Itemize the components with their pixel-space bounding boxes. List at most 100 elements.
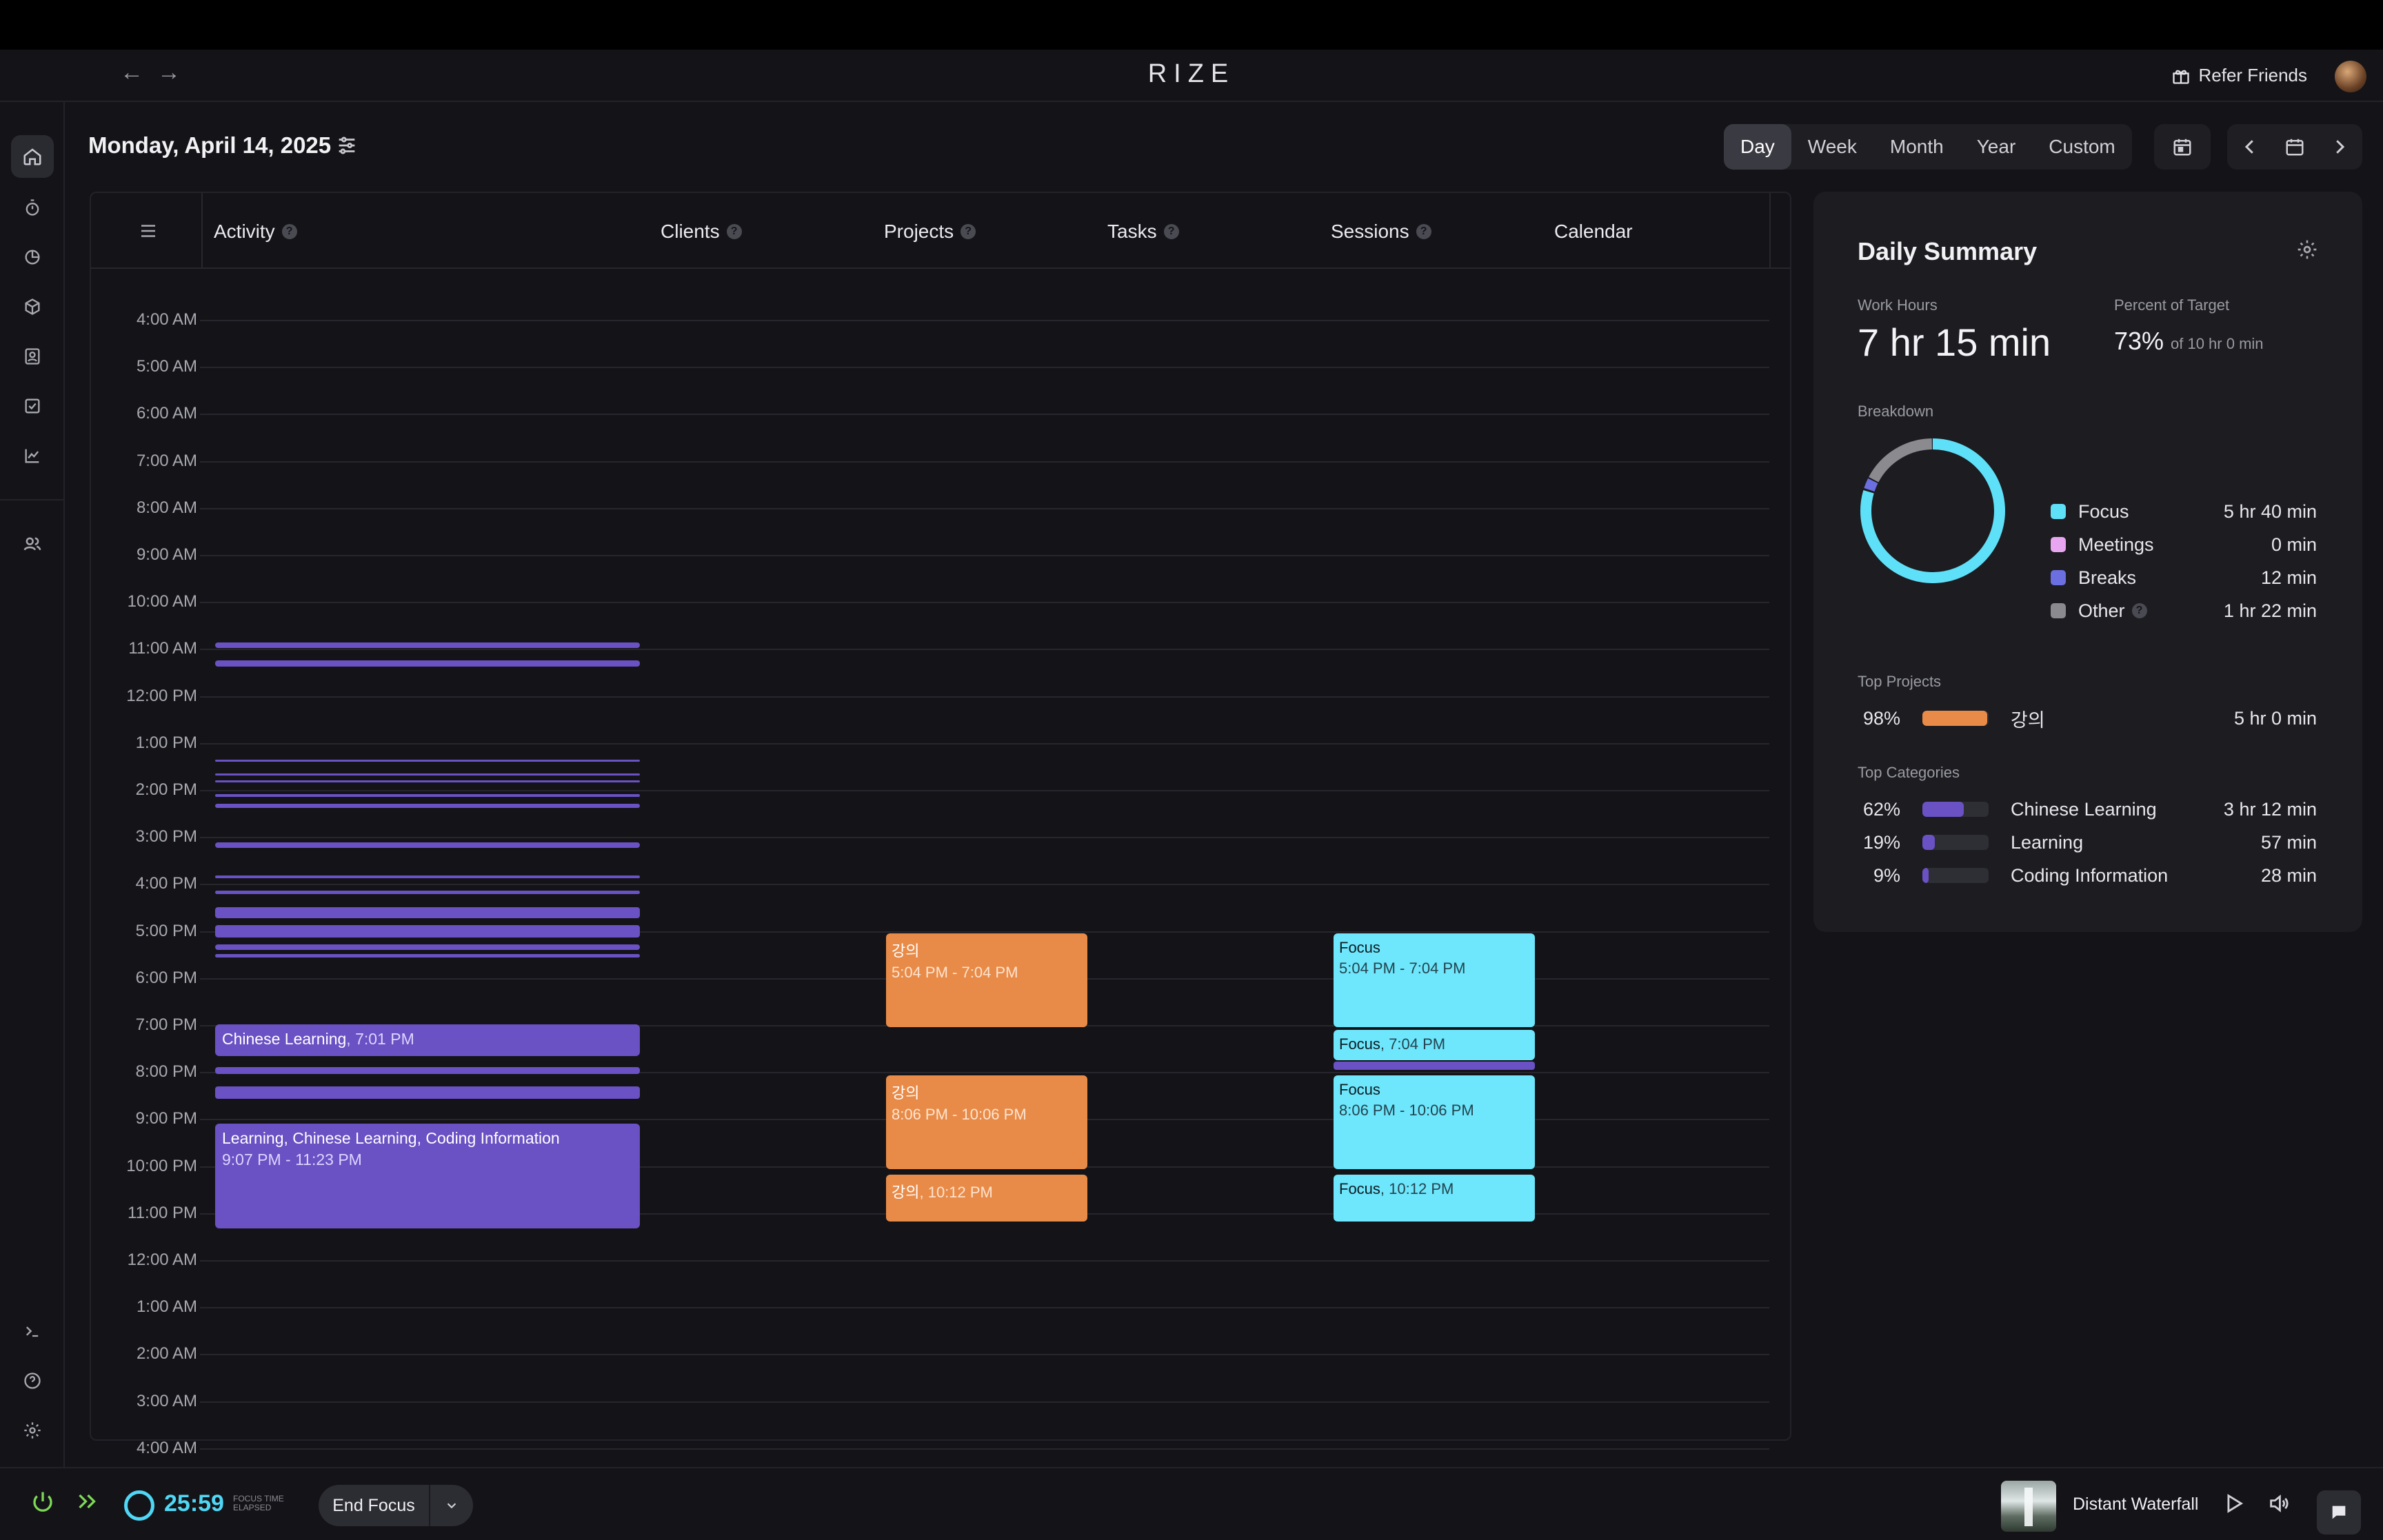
refer-friends-button[interactable]: Refer Friends xyxy=(2171,65,2307,86)
help-icon[interactable]: ? xyxy=(961,224,976,239)
help-icon[interactable]: ? xyxy=(1163,224,1179,239)
top-category-row[interactable]: 62% Chinese Learning 3 hr 12 min xyxy=(1858,796,2317,823)
tab-day[interactable]: Day xyxy=(1724,124,1791,170)
sidebar-item-analytics[interactable] xyxy=(11,434,54,477)
column-calendar[interactable]: Calendar xyxy=(1554,221,1633,243)
project-block[interactable]: 강의 5:04 PM - 7:04 PM xyxy=(886,933,1087,1027)
activity-bar[interactable] xyxy=(215,642,640,648)
activity-bar[interactable] xyxy=(215,875,640,878)
break-bar[interactable] xyxy=(1334,1062,1535,1070)
activity-bar[interactable] xyxy=(215,804,640,808)
column-clients[interactable]: Clients? xyxy=(661,221,742,243)
hour-label: 6:00 AM xyxy=(136,404,197,423)
hour-label: 9:00 AM xyxy=(136,545,197,564)
activity-bar[interactable] xyxy=(215,760,640,762)
activity-bar[interactable] xyxy=(215,925,640,938)
hour-label: 11:00 PM xyxy=(128,1203,197,1222)
percent-target-label: Percent of Target xyxy=(2114,296,2230,314)
session-block[interactable]: Focus, 7:04 PM xyxy=(1334,1030,1535,1060)
power-button[interactable] xyxy=(30,1489,55,1517)
activity-bar[interactable] xyxy=(215,780,640,782)
activity-bar[interactable] xyxy=(215,660,640,667)
column-menu-button[interactable] xyxy=(138,221,159,245)
activity-bar[interactable] xyxy=(215,794,640,797)
sidebar-item-clients[interactable] xyxy=(11,335,54,378)
sidebar-item-tasks[interactable] xyxy=(11,385,54,427)
chevron-right-icon[interactable] xyxy=(2329,136,2350,157)
tab-week[interactable]: Week xyxy=(1807,136,1857,157)
top-projects-label: Top Projects xyxy=(1858,673,1942,690)
sidebar-item-help[interactable] xyxy=(11,1359,54,1402)
sidebar-item-history[interactable] xyxy=(11,236,54,278)
session-block[interactable]: Focus, 10:12 PM xyxy=(1334,1175,1535,1222)
activity-bar[interactable] xyxy=(215,944,640,950)
summary-settings-button[interactable] xyxy=(2296,239,2318,264)
activity-bar[interactable] xyxy=(215,773,640,776)
today-button[interactable] xyxy=(2154,124,2211,170)
summary-title: Daily Summary xyxy=(1858,237,2038,265)
gift-icon xyxy=(2172,70,2189,84)
row-name: 강의 xyxy=(2011,709,2045,731)
column-divider xyxy=(1769,193,1771,269)
skip-button[interactable] xyxy=(74,1489,99,1517)
help-icon[interactable]: ? xyxy=(281,224,297,239)
tab-year[interactable]: Year xyxy=(1976,136,2016,157)
activity-bar[interactable] xyxy=(215,842,640,848)
hour-label: 8:00 AM xyxy=(136,498,197,517)
column-sessions[interactable]: Sessions? xyxy=(1331,221,1431,243)
sidebar-item-team[interactable] xyxy=(11,523,54,565)
help-icon[interactable]: ? xyxy=(2131,603,2147,618)
end-focus-options[interactable] xyxy=(430,1498,473,1513)
hour-label: 2:00 AM xyxy=(136,1344,197,1364)
volume-button[interactable] xyxy=(2267,1492,2291,1519)
top-project-row[interactable]: 98% 강의 5 hr 0 min xyxy=(1858,705,2317,732)
hour-label: 5:00 AM xyxy=(136,357,197,376)
session-block-title: Focus xyxy=(1339,939,1380,956)
hour-label: 4:00 PM xyxy=(135,874,197,893)
sidebar-item-home[interactable] xyxy=(11,135,54,178)
tab-custom[interactable]: Custom xyxy=(2049,136,2115,157)
gear-icon xyxy=(2297,240,2317,259)
column-activity[interactable]: Activity? xyxy=(214,221,297,243)
top-category-row[interactable]: 19% Learning 57 min xyxy=(1858,829,2317,856)
sidebar-item-terminal[interactable] xyxy=(11,1310,54,1352)
forward-arrow-icon[interactable]: → xyxy=(157,59,181,85)
top-category-row[interactable]: 9% Coding Information 28 min xyxy=(1858,862,2317,889)
project-block-time: , 10:12 PM xyxy=(919,1184,993,1201)
sidebar-item-timer[interactable] xyxy=(11,186,54,229)
session-block[interactable]: Focus 8:06 PM - 10:06 PM xyxy=(1334,1075,1535,1169)
session-block[interactable]: Focus 5:04 PM - 7:04 PM xyxy=(1334,933,1535,1027)
activity-bar[interactable] xyxy=(215,954,640,958)
project-block[interactable]: 강의 8:06 PM - 10:06 PM xyxy=(886,1075,1087,1169)
column-tasks[interactable]: Tasks? xyxy=(1107,221,1179,243)
hour-gridline xyxy=(200,790,1769,791)
legend-breaks: Breaks 12 min xyxy=(2051,564,2317,591)
calendar-icon[interactable] xyxy=(2284,136,2305,157)
avatar[interactable] xyxy=(2335,61,2366,92)
end-focus-button[interactable]: End Focus xyxy=(319,1485,473,1526)
activity-bar[interactable] xyxy=(215,1067,640,1074)
column-projects[interactable]: Projects? xyxy=(884,221,976,243)
track-artwork xyxy=(2001,1481,2056,1532)
activity-bar[interactable] xyxy=(215,891,640,894)
tab-month[interactable]: Month xyxy=(1889,136,1944,157)
timer-label: Focus time Elapsed xyxy=(233,1495,284,1512)
activity-block[interactable]: Chinese Learning, 7:01 PM xyxy=(215,1024,640,1056)
project-block-time: 8:06 PM - 10:06 PM xyxy=(892,1106,1027,1123)
activity-bar[interactable] xyxy=(215,1086,640,1099)
chat-button[interactable] xyxy=(2317,1490,2361,1534)
activity-block[interactable]: Learning, Chinese Learning, Coding Infor… xyxy=(215,1124,640,1228)
help-icon[interactable]: ? xyxy=(726,224,742,239)
chevron-left-icon[interactable] xyxy=(2240,136,2260,157)
project-block[interactable]: 강의, 10:12 PM xyxy=(886,1175,1087,1222)
back-arrow-icon[interactable]: ← xyxy=(120,59,143,85)
play-button[interactable] xyxy=(2222,1492,2245,1519)
row-value: 57 min xyxy=(2260,831,2317,853)
sidebar-item-projects[interactable] xyxy=(11,285,54,328)
activity-bar[interactable] xyxy=(215,907,640,918)
sidebar-item-settings[interactable] xyxy=(11,1409,54,1452)
filter-button[interactable] xyxy=(335,134,359,161)
project-block-title: 강의 xyxy=(892,1184,920,1201)
help-icon[interactable]: ? xyxy=(1416,224,1431,239)
session-block-title: Focus xyxy=(1339,1081,1380,1098)
